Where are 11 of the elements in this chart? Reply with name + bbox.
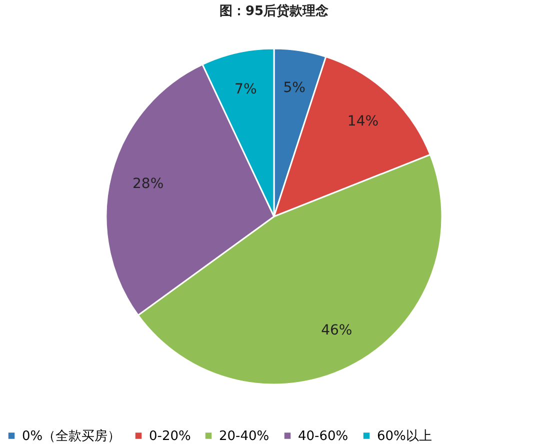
legend-label: 60%以上: [377, 428, 432, 444]
legend-label: 0%（全款买房）: [22, 428, 121, 444]
legend-label: 40-60%: [298, 428, 348, 444]
legend-label: 0-20%: [149, 428, 191, 444]
data-label: 7%: [234, 82, 257, 98]
data-label: 14%: [347, 114, 379, 130]
data-label: 46%: [321, 322, 352, 338]
chart-title: 图：95后贷款理念: [219, 3, 330, 19]
data-label: 28%: [132, 176, 164, 192]
legend-label: 20-40%: [219, 428, 270, 444]
data-label: 5%: [283, 80, 306, 96]
